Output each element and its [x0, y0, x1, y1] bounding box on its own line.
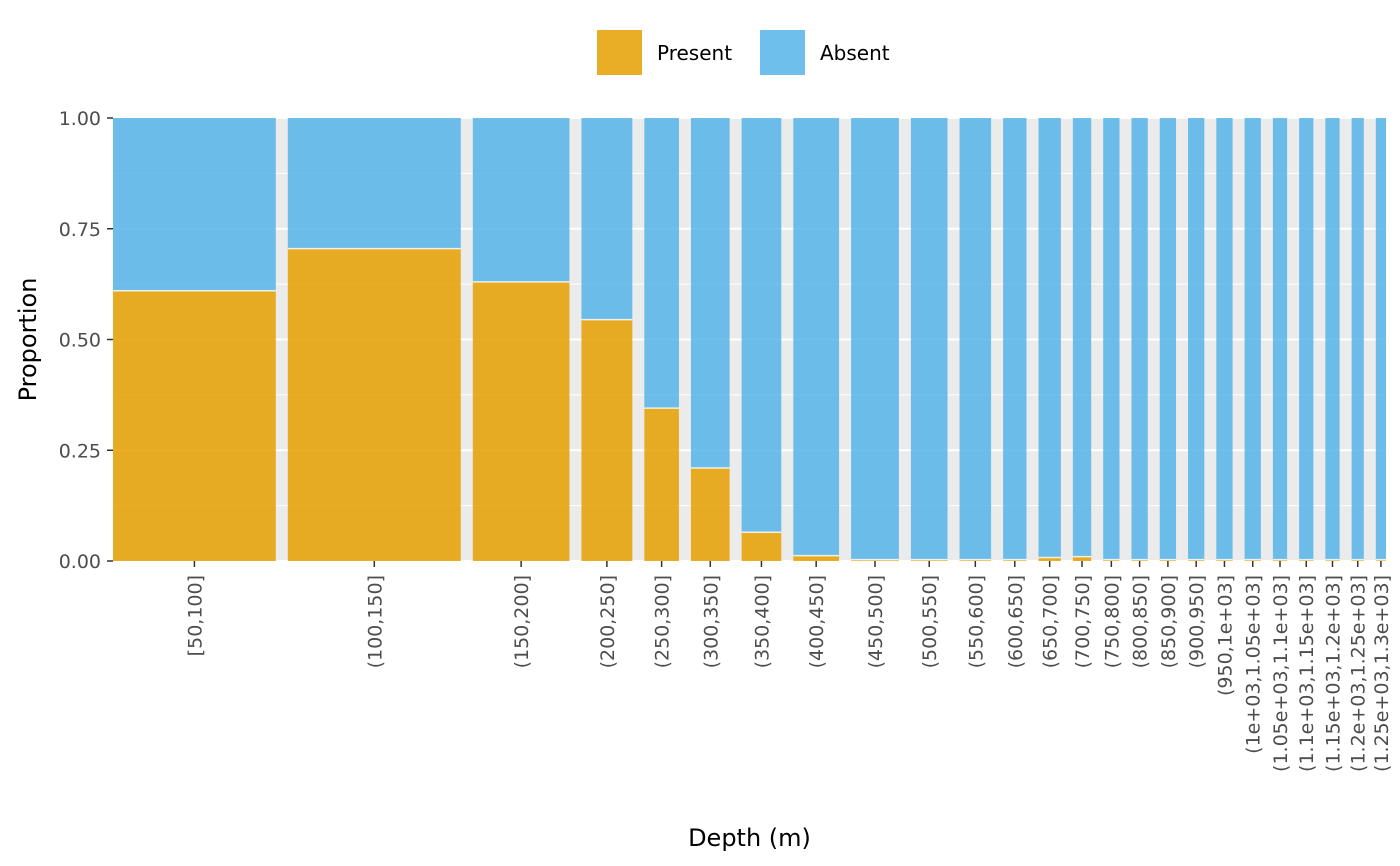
- x-tick-label: (1.2e+03,1.25e+03]: [1348, 575, 1370, 772]
- x-tick-label: (1e+03,1.05e+03]: [1243, 575, 1265, 754]
- legend-key: [760, 30, 805, 75]
- bar-absent: [959, 118, 992, 560]
- bar-absent: [1325, 118, 1340, 560]
- x-tick-label: (900,950]: [1186, 575, 1208, 668]
- y-tick-label: 0.00: [59, 551, 101, 573]
- bar-absent: [1131, 118, 1148, 560]
- bar-present: [644, 408, 679, 561]
- x-tick-label: (1.1e+03,1.15e+03]: [1296, 575, 1318, 772]
- legend: Present Absent: [597, 30, 890, 75]
- x-tick-label: (450,500]: [865, 575, 887, 668]
- bar-absent: [1216, 118, 1233, 560]
- bar-present: [113, 290, 276, 561]
- y-tick-label: 0.50: [59, 330, 101, 352]
- x-axis-title: Depth (m): [688, 824, 811, 852]
- x-tick-label: (100,150]: [364, 575, 386, 668]
- x-tick-label: (200,250]: [597, 575, 619, 668]
- bar-absent: [472, 118, 570, 282]
- x-tick-label: (400,450]: [806, 575, 828, 668]
- bar-present: [472, 281, 570, 561]
- bar-absent: [1375, 118, 1386, 560]
- bar-absent: [1072, 118, 1092, 557]
- bar-absent: [287, 118, 461, 249]
- x-tick-label: (950,1e+03]: [1214, 575, 1236, 696]
- bars: [113, 118, 1386, 561]
- bar-absent: [851, 118, 899, 560]
- bar-absent: [113, 118, 276, 291]
- bar-absent: [1299, 118, 1314, 560]
- x-tick-label: (350,400]: [751, 575, 773, 668]
- y-tick-label: 1.00: [59, 108, 101, 130]
- x-tick-label: (750,800]: [1101, 575, 1123, 668]
- bar-absent: [1244, 118, 1261, 560]
- legend-label: Absent: [820, 41, 890, 65]
- bar-present: [581, 319, 633, 561]
- y-tick-label: 0.25: [59, 440, 101, 462]
- bar-present: [690, 467, 730, 561]
- bar-absent: [793, 118, 840, 556]
- x-tick-label: (550,600]: [965, 575, 987, 668]
- bar-absent: [1103, 118, 1120, 560]
- x-axis: [50,100] (100,150] (150,200] (200,250] (250,…: [184, 561, 1393, 772]
- x-tick-label: (500,550]: [919, 575, 941, 668]
- legend-label: Present: [657, 41, 732, 65]
- x-tick-label: (300,350]: [700, 575, 722, 668]
- bar-absent: [581, 118, 633, 320]
- x-tick-label: (650,700]: [1040, 575, 1062, 668]
- x-tick-label: [50,100]: [184, 575, 206, 656]
- x-tick-label: (850,900]: [1158, 575, 1180, 668]
- y-axis: 0.00 0.25 0.50 0.75 1.00: [59, 108, 113, 573]
- x-tick-label: (150,200]: [511, 575, 533, 668]
- x-tick-label: (800,850]: [1130, 575, 1152, 668]
- bar-absent: [1003, 118, 1027, 560]
- x-tick-label: (700,750]: [1072, 575, 1094, 668]
- bar-present: [1038, 557, 1061, 561]
- legend-key: [597, 30, 642, 75]
- bar-absent: [1351, 118, 1364, 560]
- bar-present: [1072, 556, 1092, 561]
- bar-present: [793, 555, 840, 561]
- bar-present: [741, 532, 782, 561]
- bar-absent: [690, 118, 730, 468]
- bar-present: [287, 248, 461, 561]
- bar-absent: [1038, 118, 1061, 558]
- bar-absent: [1188, 118, 1205, 560]
- bar-absent: [741, 118, 782, 533]
- bar-absent: [1272, 118, 1288, 560]
- x-tick-label: (1.05e+03,1.1e+03]: [1270, 575, 1292, 772]
- y-tick-label: 0.75: [59, 219, 101, 241]
- x-tick-label: (1.25e+03,1.3e+03]: [1371, 575, 1393, 772]
- bar-absent: [1159, 118, 1177, 560]
- x-tick-label: (1.15e+03,1.2e+03]: [1322, 575, 1344, 772]
- bar-absent: [910, 118, 948, 560]
- y-axis-title: Proportion: [14, 278, 42, 402]
- x-tick-label: (600,650]: [1005, 575, 1027, 668]
- x-tick-label: (250,300]: [652, 575, 674, 668]
- bar-absent: [644, 118, 679, 409]
